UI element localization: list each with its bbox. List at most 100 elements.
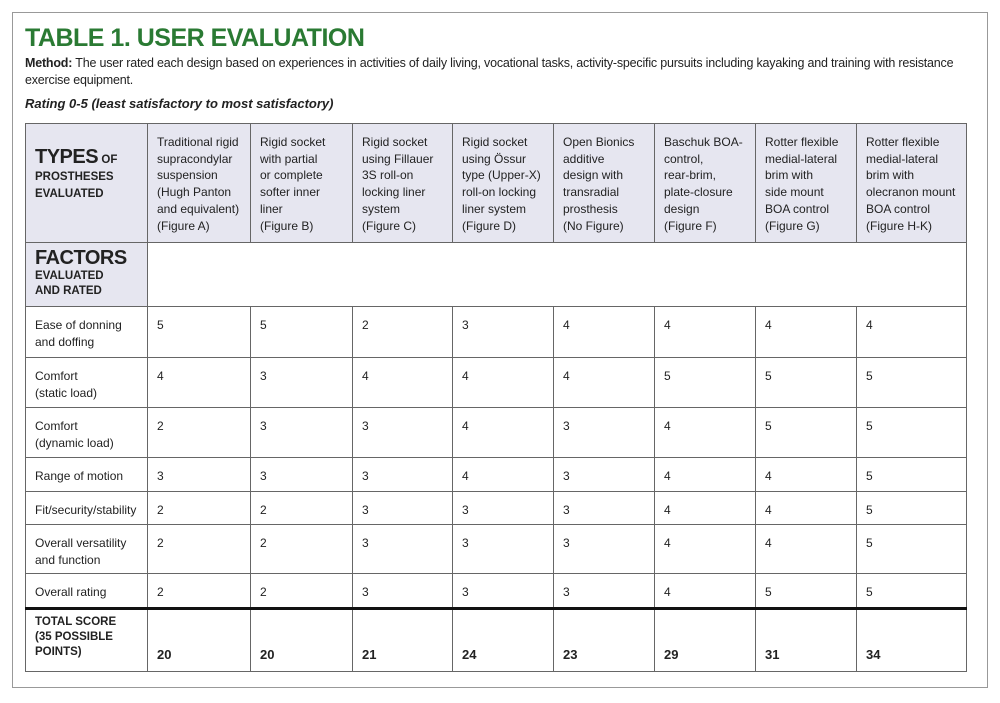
header-line: design with	[563, 168, 624, 183]
corner-cell: TYPES OF PROSTHESES EVALUATED	[25, 123, 148, 243]
total-score: 23	[563, 647, 578, 662]
total-score: 31	[765, 647, 780, 662]
rating: 5	[866, 369, 873, 383]
rating-cell: 3	[352, 524, 453, 574]
rating-cell: 3	[250, 407, 353, 458]
rating-cell: 2	[147, 524, 251, 574]
rating: 3	[563, 469, 570, 483]
total-label-line: TOTAL SCORE	[35, 616, 117, 628]
header-line: (Hugh Panton	[157, 185, 232, 200]
header-line: (Figure A)	[157, 218, 210, 233]
rating: 5	[260, 318, 267, 332]
header-line: medial-lateral	[765, 151, 838, 166]
method-text: The user rated each design based on expe…	[25, 56, 954, 87]
corner-lead: TYPES	[35, 146, 99, 168]
rating: 3	[563, 503, 570, 517]
rating-cell: 4	[654, 573, 756, 609]
rating-cell: 5	[856, 457, 967, 492]
rating: 3	[462, 503, 469, 517]
total-score: 29	[664, 647, 679, 662]
rating-cell: 5	[856, 491, 967, 525]
header-line: plate-closure	[664, 185, 733, 200]
header-line: locking liner	[362, 185, 426, 200]
rating-cell: 4	[654, 524, 756, 574]
rating: 3	[462, 536, 469, 550]
header-line: (No Figure)	[563, 218, 624, 233]
rating: 3	[362, 503, 369, 517]
header-line: (Figure D)	[462, 218, 517, 233]
rating: 4	[664, 419, 671, 433]
factor-cell: Overall rating	[25, 573, 148, 609]
rating: 4	[362, 369, 369, 383]
rating-note: Rating 0-5 (least satisfactory to most s…	[25, 96, 334, 111]
rating: 2	[157, 585, 164, 599]
header-line: Traditional rigid	[157, 135, 239, 149]
rating: 4	[765, 503, 772, 517]
rating: 5	[866, 469, 873, 483]
column-header: Open Bionics additive design with transradi…	[553, 123, 655, 243]
rating-cell: 5	[856, 357, 967, 408]
rating: 5	[866, 585, 873, 599]
total-cell: 23	[553, 608, 655, 672]
rating: 3	[157, 469, 164, 483]
header-line: system	[362, 201, 401, 216]
rating-cell: 2	[250, 491, 353, 525]
factor-line: and function	[35, 552, 101, 567]
column-header: Rotter flexible medial-lateral brim with si…	[755, 123, 857, 243]
header-line: Rigid socket	[260, 135, 326, 149]
rating-cell: 3	[452, 573, 554, 609]
rating-cell: 3	[352, 457, 453, 492]
rating: 4	[462, 369, 469, 383]
factor-line: Range of motion	[35, 469, 124, 483]
rating-cell: 3	[452, 306, 554, 358]
column-header: Rigid socket with partial or complete softe…	[250, 123, 353, 243]
rating-cell: 3	[553, 573, 655, 609]
header-line: BOA control	[866, 201, 931, 216]
factor-line: Comfort	[35, 419, 78, 433]
rating: 4	[462, 469, 469, 483]
header-line: Rotter flexible	[765, 135, 839, 149]
header-line: transradial	[563, 185, 620, 200]
factors-lead: FACTORS	[35, 247, 127, 269]
rating-cell: 4	[755, 457, 857, 492]
rating: 5	[866, 536, 873, 550]
header-line: liner	[260, 201, 283, 216]
column-header: Baschuk BOA-control, rear-brim, plate-clos…	[654, 123, 756, 243]
rating-cell: 5	[856, 573, 967, 609]
rating-cell: 4	[755, 491, 857, 525]
rating-cell: 4	[654, 491, 756, 525]
header-line: supracondylar	[157, 151, 233, 166]
header-line: softer inner	[260, 185, 321, 200]
rating-cell: 4	[553, 357, 655, 408]
header-line: control,	[664, 151, 704, 166]
total-label: TOTAL SCORE (35 POSSIBLE POINTS)	[25, 608, 148, 672]
header-line: Baschuk BOA-	[664, 135, 743, 149]
rating: 3	[260, 419, 267, 433]
header-line: additive	[563, 151, 605, 166]
rating: 3	[260, 469, 267, 483]
rating-cell: 3	[553, 407, 655, 458]
rating: 3	[362, 469, 369, 483]
rating-cell: 4	[856, 306, 967, 358]
factor-line: Overall rating	[35, 585, 107, 599]
rating-cell: 2	[250, 524, 353, 574]
total-cell: 29	[654, 608, 756, 672]
rating-cell: 5	[755, 357, 857, 408]
rating: 5	[157, 318, 164, 332]
header-line: medial-lateral	[866, 151, 939, 166]
rating-cell: 3	[553, 491, 655, 525]
total-label-line: POINTS)	[35, 646, 82, 658]
rating-cell: 4	[352, 357, 453, 408]
header-line: type (Upper-X)	[462, 168, 541, 183]
rating: 5	[664, 369, 671, 383]
header-line: 3S roll-on	[362, 168, 414, 183]
header-line: (Figure F)	[664, 218, 717, 233]
factor-line: Comfort	[35, 369, 78, 383]
total-score: 20	[157, 647, 172, 662]
factor-line: and doffing	[35, 334, 95, 349]
rating: 2	[157, 503, 164, 517]
header-line: brim with	[765, 168, 814, 183]
rating-cell: 5	[856, 407, 967, 458]
rating-cell: 4	[452, 457, 554, 492]
